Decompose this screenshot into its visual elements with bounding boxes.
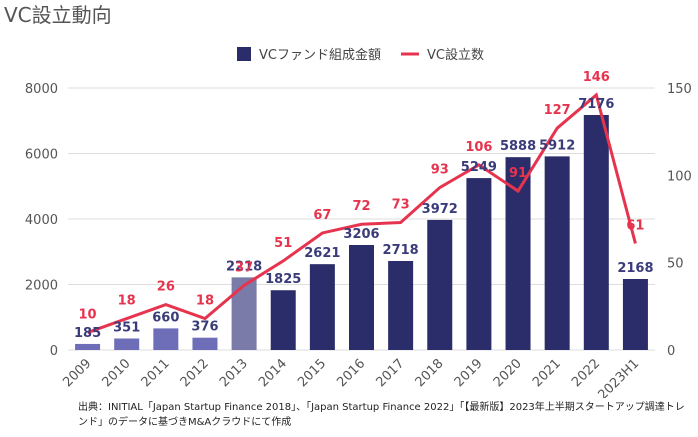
y-tick-label: 8000 (25, 82, 58, 97)
data-label: 106 (465, 140, 492, 155)
data-label: 73 (392, 197, 410, 212)
data-label: 2218 (226, 259, 262, 274)
bar (231, 277, 257, 350)
bar (583, 114, 609, 351)
x-tick-label: 2020 (491, 356, 525, 390)
bar (114, 338, 140, 350)
data-label: 5912 (539, 138, 575, 153)
chart: VC設立動向 VCファンド組成金額 VC設立数 0 2000 4000 6000 8000… (4, 3, 692, 398)
legend: VCファンド組成金額 VC設立数 (237, 47, 484, 63)
bar (192, 337, 218, 350)
y2-tick-label: 100 (667, 169, 692, 184)
data-label: 72 (352, 199, 370, 214)
bar (349, 245, 374, 350)
y-tick-label: 0 (50, 344, 58, 359)
data-label: 10 (79, 308, 97, 323)
legend-swatch (237, 47, 251, 61)
data-label: 18 (118, 294, 136, 309)
data-label: 37 (235, 260, 253, 275)
legend-label: VCファンド組成金額 (259, 47, 381, 63)
data-label: 5888 (500, 139, 536, 154)
chart-title: VC設立動向 (4, 3, 112, 27)
data-label: 5249 (461, 160, 497, 175)
data-label: 2168 (617, 261, 653, 276)
y2-tick-label: 0 (667, 344, 675, 359)
bar (622, 278, 648, 350)
x-tick-label: 2023H1 (595, 356, 642, 398)
y-tick-label: 6000 (25, 148, 58, 163)
data-label: 67 (313, 208, 331, 223)
y-tick-label: 4000 (25, 213, 58, 228)
x-tick-label: 2014 (256, 356, 290, 390)
x-tick-label: 2019 (452, 356, 486, 390)
legend-label: VC設立数 (427, 47, 484, 63)
data-label: 93 (431, 163, 449, 178)
bar (466, 178, 492, 350)
bar (388, 260, 414, 350)
x-tick-label: 2010 (100, 356, 134, 390)
x-tick-label: 2012 (178, 356, 212, 390)
data-label: 660 (152, 310, 179, 325)
data-label: 2718 (383, 243, 419, 258)
bar (544, 156, 570, 350)
data-label: 127 (544, 103, 571, 118)
x-tick-label: 2016 (334, 356, 368, 390)
x-tick-label: 2013 (217, 356, 251, 390)
data-label: 26 (157, 280, 175, 295)
data-label: 61 (626, 218, 644, 233)
x-tick-label: 2022 (569, 356, 603, 390)
data-label: 3206 (343, 227, 379, 242)
x-tick-label: 2009 (60, 356, 94, 390)
y2-tick-label: 150 (667, 82, 692, 97)
y-tick-label: 2000 (25, 279, 58, 294)
bar (153, 328, 179, 350)
x-tick-label: 2021 (530, 356, 564, 390)
data-label: 376 (191, 320, 218, 335)
data-label: 2621 (304, 246, 340, 261)
bar (270, 290, 296, 350)
data-label: 18 (196, 294, 214, 309)
data-label: 51 (274, 236, 292, 251)
bar (427, 219, 453, 350)
x-tick-label: 2017 (373, 356, 407, 390)
y2-tick-label: 50 (667, 257, 684, 272)
x-tick-label: 2018 (413, 356, 447, 390)
data-label: 146 (583, 70, 610, 85)
source-note: 出典：INITIAL「Japan Startup Finance 2018」、「… (78, 402, 685, 428)
data-label: 351 (113, 321, 140, 336)
data-label: 3972 (422, 202, 458, 217)
x-tick-label: 2015 (295, 356, 329, 390)
data-label: 91 (509, 166, 527, 181)
data-label: 1825 (265, 272, 301, 287)
data-label: 185 (74, 326, 101, 341)
line (87, 92, 637, 334)
bar (309, 264, 335, 350)
x-tick-label: 2011 (139, 356, 173, 390)
data-label: 7176 (578, 97, 614, 112)
bar (75, 343, 101, 350)
